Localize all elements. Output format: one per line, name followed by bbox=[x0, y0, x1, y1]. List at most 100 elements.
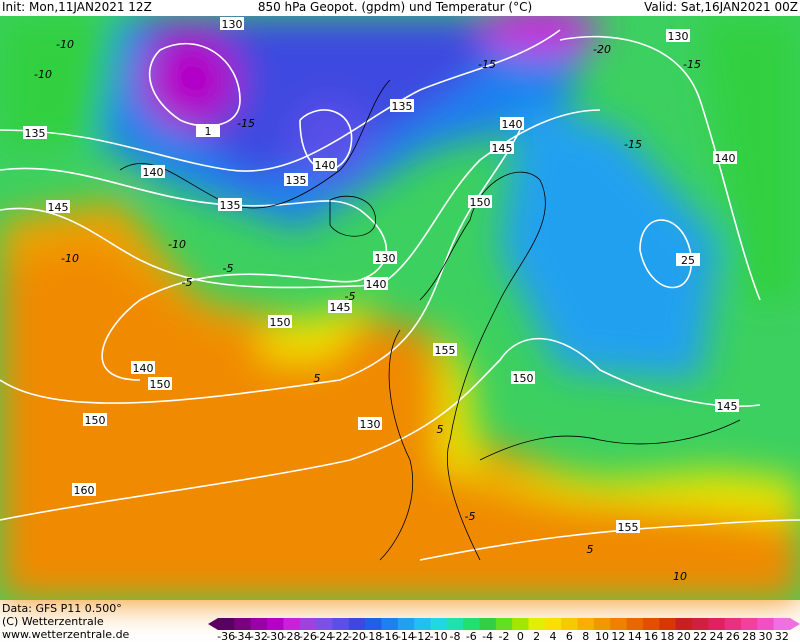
label-box bbox=[468, 195, 492, 208]
label-box bbox=[284, 173, 308, 186]
color-swatch bbox=[561, 618, 579, 630]
label-box bbox=[268, 315, 292, 328]
color-bar-label: -28 bbox=[283, 630, 301, 642]
color-swatch bbox=[724, 618, 742, 630]
geopotential-label: 160 bbox=[74, 484, 95, 497]
label-box bbox=[46, 200, 70, 213]
color-swatch bbox=[626, 618, 644, 630]
temperature-label: -10 bbox=[56, 38, 74, 51]
color-swatch bbox=[332, 618, 350, 630]
init-time: Init: Mon,11JAN2021 12Z bbox=[2, 0, 152, 14]
geopotential-label: 140 bbox=[502, 118, 523, 131]
color-swatch bbox=[610, 618, 628, 630]
color-bar-label: -24 bbox=[315, 630, 333, 642]
color-bar-label: -12 bbox=[413, 630, 431, 642]
color-swatch bbox=[250, 618, 268, 630]
geopotential-label: 150 bbox=[150, 378, 171, 391]
geopotential-label: 140 bbox=[133, 362, 154, 375]
color-bar-label: 26 bbox=[726, 630, 740, 642]
color-swatch bbox=[463, 618, 480, 630]
color-bar-label: 24 bbox=[709, 630, 723, 642]
geopotential-label: 145 bbox=[717, 400, 738, 413]
label-box bbox=[715, 399, 739, 412]
color-swatch bbox=[234, 618, 252, 630]
color-bar-label: 18 bbox=[660, 630, 674, 642]
color-swatch bbox=[593, 618, 611, 630]
temperature-label: -5 bbox=[465, 510, 476, 523]
color-swatch bbox=[708, 618, 726, 630]
color-bar-label: -34 bbox=[234, 630, 252, 642]
color-swatch bbox=[267, 618, 284, 630]
label-box bbox=[676, 253, 700, 266]
label-box bbox=[218, 198, 242, 211]
color-swatch bbox=[381, 618, 399, 630]
geopotential-label: 140 bbox=[366, 278, 387, 291]
geopotential-label: 130 bbox=[360, 418, 381, 431]
geopotential-label: 145 bbox=[48, 201, 69, 214]
temperature-label: -15 bbox=[478, 58, 496, 71]
label-box bbox=[313, 158, 337, 171]
color-bar-label: 28 bbox=[742, 630, 756, 642]
geopotential-label: 135 bbox=[286, 174, 307, 187]
label-box bbox=[358, 417, 382, 430]
geopotential-label: 150 bbox=[85, 414, 106, 427]
color-bar-label: -6 bbox=[466, 630, 477, 642]
label-box bbox=[131, 361, 155, 374]
geopotential-label: 1 bbox=[205, 125, 212, 138]
color-swatch bbox=[316, 618, 333, 630]
color-bar-label: 16 bbox=[644, 630, 658, 642]
label-box bbox=[83, 413, 107, 426]
color-swatch bbox=[218, 618, 235, 630]
color-swatch bbox=[446, 618, 464, 630]
color-bar-label: -2 bbox=[499, 630, 510, 642]
label-box bbox=[23, 126, 47, 139]
color-bar-label: 2 bbox=[533, 630, 540, 642]
color-bar-label: -30 bbox=[266, 630, 284, 642]
color-swatch bbox=[512, 618, 530, 630]
color-swatch bbox=[495, 618, 513, 630]
geopotential-label: 135 bbox=[220, 199, 241, 212]
geopotential-label: 150 bbox=[470, 196, 491, 209]
color-swatch bbox=[577, 618, 595, 630]
geopotential-label: 150 bbox=[270, 316, 291, 329]
color-bar-label: 6 bbox=[566, 630, 573, 642]
color-bar-label: 20 bbox=[677, 630, 691, 642]
color-swatch bbox=[691, 618, 709, 630]
color-swatch bbox=[757, 618, 775, 630]
color-swatch bbox=[348, 618, 366, 630]
temperature-label: -5 bbox=[182, 276, 193, 289]
label-box bbox=[500, 117, 524, 130]
label-box bbox=[713, 151, 737, 164]
geopotential-label: 140 bbox=[315, 159, 336, 172]
temperature-label: 5 bbox=[437, 423, 444, 436]
temperature-label: -15 bbox=[683, 58, 701, 71]
color-bar-label: -22 bbox=[332, 630, 350, 642]
geopotential-label: 140 bbox=[143, 166, 164, 179]
data-source: Data: GFS P11 0.500° bbox=[2, 602, 122, 615]
color-bar-label: 32 bbox=[775, 630, 789, 642]
color-bar-label: 0 bbox=[517, 630, 524, 642]
label-box bbox=[390, 99, 414, 112]
label-box bbox=[364, 277, 388, 290]
geopotential-label: 150 bbox=[513, 372, 534, 385]
geopotential-label: 145 bbox=[330, 301, 351, 314]
color-bar-label: -20 bbox=[348, 630, 366, 642]
geopotential-label: 130 bbox=[375, 252, 396, 265]
label-box bbox=[490, 141, 514, 154]
label-box bbox=[511, 371, 535, 384]
temperature-label: -20 bbox=[593, 43, 611, 56]
temperature-label: -5 bbox=[345, 290, 356, 303]
temperature-label: -15 bbox=[237, 117, 255, 130]
color-swatch bbox=[479, 618, 497, 630]
color-bar-label: 4 bbox=[550, 630, 557, 642]
color-swatch bbox=[299, 618, 317, 630]
header-bar bbox=[0, 0, 800, 16]
temperature-label: -5 bbox=[223, 262, 234, 275]
label-box bbox=[72, 483, 96, 496]
color-bar-label: -18 bbox=[364, 630, 382, 642]
geopotential-label: 135 bbox=[25, 127, 46, 140]
color-bar: -36-34-32-30-28-26-24-22-20-18-16-14-12-… bbox=[208, 618, 800, 642]
contour-labels: 130 130 130 135 135 135 135 140 140 140 140 140 140 1… bbox=[23, 17, 739, 583]
website: www.wetterzentrale.de bbox=[2, 628, 130, 641]
